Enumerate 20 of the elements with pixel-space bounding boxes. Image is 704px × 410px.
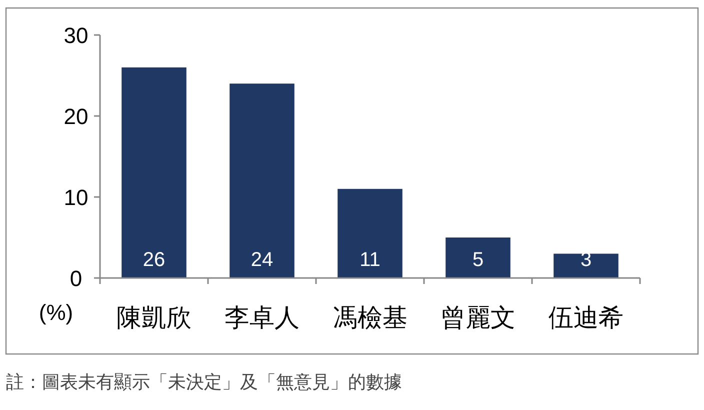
x-tick-label: 馮檢基	[332, 304, 408, 332]
data-label: 11	[360, 249, 380, 271]
bar	[554, 254, 618, 278]
data-label: 24	[250, 249, 274, 271]
x-tick-label: 陳凱欣	[116, 304, 192, 332]
text: 註：圖表未有顯示「未決定」及「無意見」的數據	[6, 372, 402, 392]
bar	[446, 238, 510, 278]
y-axis-title: (%)	[38, 300, 74, 325]
x-tick-label: 李卓人	[224, 304, 300, 332]
bar	[338, 188, 402, 278]
y-tick-label: 30	[64, 23, 88, 48]
data-label: 5	[472, 249, 484, 271]
x-tick-label: 伍迪希	[548, 304, 624, 332]
x-tick-label: 曾麗文	[440, 304, 516, 332]
bar	[122, 67, 186, 278]
y-tick-label: 20	[64, 104, 88, 129]
y-tick-label: 10	[64, 185, 88, 210]
y-tick-label: 0	[70, 266, 82, 291]
bar	[230, 84, 294, 278]
data-label: 26	[142, 249, 166, 271]
